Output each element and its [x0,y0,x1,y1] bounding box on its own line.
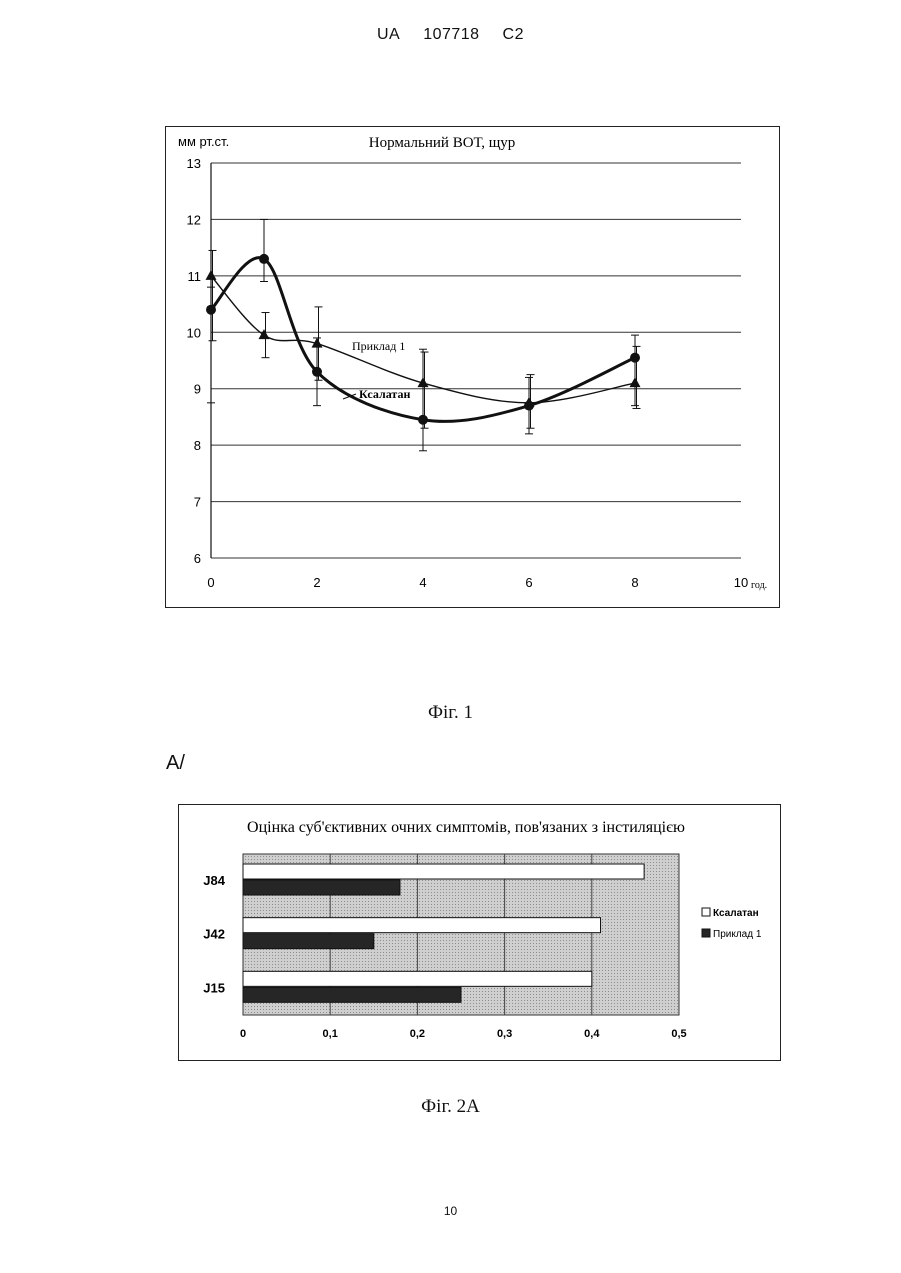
data-point [259,329,270,339]
data-point [312,367,322,377]
series-xalatan [206,219,640,450]
legend-label: Ксалатан [713,908,759,919]
chart1-title: Нормальний ВОТ, щур [369,135,516,151]
data-point [206,270,217,280]
document-header: UA 107718 C2 [0,26,901,44]
x-tick-label: 0,4 [584,1028,600,1040]
x-tick-label: 0,2 [410,1028,425,1040]
bar-pryklad-1 [243,934,374,949]
x-tick-label: 0 [207,575,214,590]
bar-pryklad-1 [243,880,400,895]
figure-1-caption: Фіг. 1 [0,702,901,724]
y-tick-label: 6 [194,551,201,566]
x-tick-label: 0 [240,1028,246,1040]
data-point [524,397,535,407]
chart1-annotation-pryklad: Приклад 1 [352,339,405,353]
category-label: J84 [203,873,225,888]
data-point [630,377,641,387]
figure-2-panel-label: A/ [166,752,185,775]
figure-1-chart-frame: мм рт.ст. Нормальний ВОТ, щур 6 7 8 9 10 11 12… [165,126,780,608]
x-axis-unit: год. [751,580,767,591]
data-point [259,254,269,264]
y-tick-label: 7 [194,495,201,510]
y-tick-label: 12 [187,212,201,227]
figure-2a-chart-frame: Оцінка суб'єктивних очних симптомів, пов… [178,804,781,1061]
bar-pryklad-1 [243,987,461,1002]
data-point [630,353,640,363]
bar-xalatan [243,918,601,933]
chart2-title: Оцінка суб'єктивних очних симптомів, пов… [247,819,685,836]
figure-2a-caption: Фіг. 2A [0,1096,901,1118]
chart1-annotation-xalatan: Ксалатан [359,387,410,401]
category-label: J15 [203,980,225,995]
data-point [418,415,428,425]
bar-xalatan [243,971,592,986]
legend-label: Приклад 1 [713,929,762,940]
y-tick-label: 10 [187,325,201,340]
x-tick-label: 10 [734,575,748,590]
figure-2a-bar-chart: Оцінка суб'єктивних очних симптомів, пов… [179,805,780,1060]
y-tick-label: 9 [194,382,201,397]
x-tick-label: 0,3 [497,1028,512,1040]
y-tick-label: 11 [188,269,202,284]
x-tick-label: 4 [419,575,426,590]
header-kind: C2 [503,26,524,43]
x-tick-label: 8 [631,575,638,590]
category-label: J42 [203,927,225,942]
x-tick-label: 2 [313,575,320,590]
x-tick-label: 0,1 [323,1028,338,1040]
x-tick-label: 6 [525,575,532,590]
header-number: 107718 [423,26,479,43]
chart1-ylabel: мм рт.ст. [178,134,229,149]
legend-swatch [702,908,710,916]
page-number: 10 [0,1204,901,1218]
legend-swatch [702,929,710,937]
header-office: UA [377,26,400,43]
x-tick-label: 0,5 [671,1028,686,1040]
y-tick-label: 8 [194,438,201,453]
figure-1-line-chart: мм рт.ст. Нормальний ВОТ, щур 6 7 8 9 10 11 12… [166,127,779,607]
y-tick-label: 13 [187,156,201,171]
data-point [206,305,216,315]
bar-xalatan [243,864,644,879]
